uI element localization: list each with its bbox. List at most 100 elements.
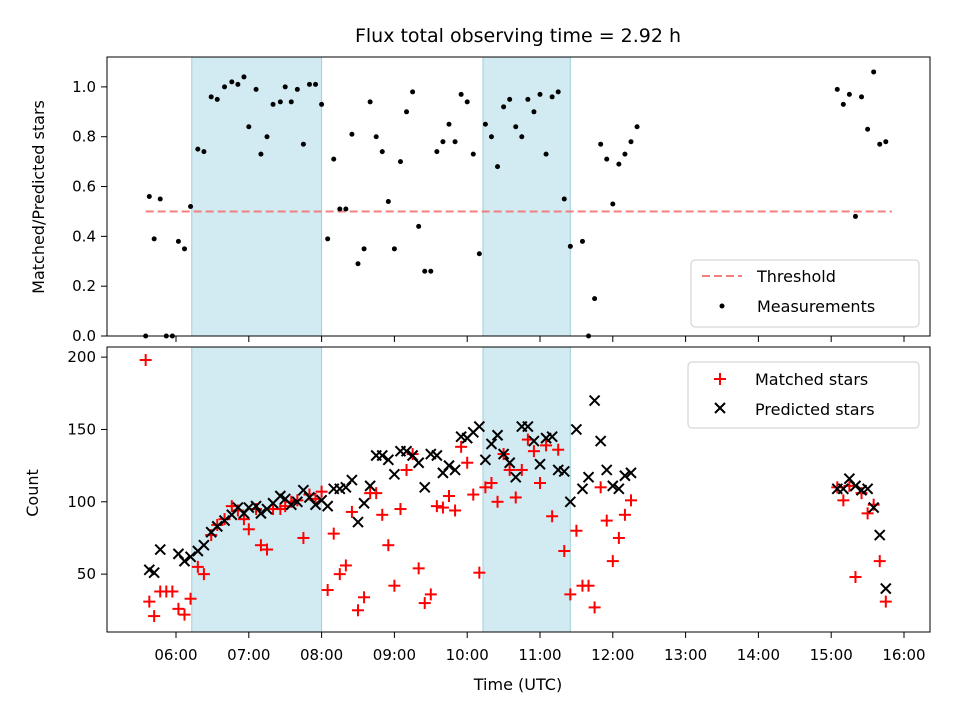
matched-point: [400, 463, 413, 476]
predicted-point: [285, 498, 297, 511]
observing-window-span: [482, 56, 571, 337]
predicted-point: [491, 429, 504, 441]
predicted-point: [431, 449, 443, 462]
measurement-point: [507, 96, 513, 102]
predicted-point: [364, 480, 376, 492]
predicted-point: [564, 496, 577, 508]
measurement-point: [883, 139, 889, 145]
measurement-point: [208, 94, 214, 100]
predicted-point: [218, 514, 231, 527]
matched-point: [612, 531, 625, 544]
observing-window-span: [191, 56, 323, 337]
measurement-point: [264, 134, 270, 140]
observing-window-span: [482, 346, 571, 633]
matched-point: [345, 505, 358, 518]
predicted-point: [861, 483, 874, 495]
matched-point: [297, 531, 310, 544]
predicted-point: [570, 423, 583, 436]
x-tick-label: 10:00: [446, 646, 489, 664]
measurement-point: [214, 96, 220, 102]
predicted-point: [184, 551, 197, 563]
matched-point: [861, 507, 874, 520]
predicted-point: [291, 496, 304, 508]
measurement-point: [337, 206, 343, 212]
count-plot-frame: [106, 346, 931, 633]
x-tick-label: 08:00: [300, 646, 343, 664]
matched-point: [594, 481, 607, 494]
y-tick-label: 100: [67, 493, 96, 511]
matched-point: [552, 443, 565, 456]
x-tick-label: 13:00: [664, 646, 707, 664]
predicted-point: [510, 471, 522, 483]
predicted-legend-label: Predicted stars: [755, 400, 875, 419]
predicted-point: [619, 470, 631, 482]
measurement-point: [482, 121, 488, 127]
measurement-point: [246, 124, 252, 130]
measurement-point: [446, 121, 452, 127]
measurement-point: [151, 236, 157, 242]
matched-point: [443, 490, 455, 503]
measurement-point: [313, 81, 319, 87]
matched-point: [191, 560, 204, 573]
matched-point: [515, 463, 528, 476]
y-tick-label: 0.8: [72, 128, 96, 146]
matched-point: [388, 579, 401, 592]
predicted-point: [255, 507, 267, 520]
matched-point: [503, 463, 516, 476]
measurement-point: [488, 134, 494, 140]
count-legend: Matched stars Predicted stars: [687, 361, 920, 429]
measurement-point: [555, 89, 561, 95]
predicted-point: [309, 498, 322, 511]
y-tick-label: 200: [67, 348, 96, 366]
measurement-point: [513, 124, 519, 130]
predicted-point: [607, 480, 619, 492]
measurement-point: [440, 139, 446, 145]
predicted-point: [449, 464, 461, 476]
predicted-point: [625, 467, 637, 479]
measurement-point: [379, 149, 385, 155]
matched-legend-marker: [714, 373, 726, 385]
matched-point: [291, 494, 304, 507]
matched-point: [546, 510, 559, 523]
predicted-point: [321, 500, 334, 512]
predicted-point: [849, 480, 862, 492]
matched-point: [148, 610, 161, 623]
measurement-point: [592, 296, 598, 302]
x-axis-label: Time (UTC): [473, 675, 562, 694]
predicted-point: [154, 543, 166, 556]
predicted-point: [528, 435, 540, 447]
measurement-point: [865, 126, 871, 132]
matched-legend-label: Matched stars: [755, 370, 868, 389]
measurement-point: [422, 268, 428, 274]
measurement-point: [834, 86, 840, 92]
matched-point: [315, 485, 328, 498]
matched-point: [540, 439, 553, 452]
predicted-point: [867, 501, 880, 514]
measurement-point: [288, 99, 294, 105]
matched-point: [184, 592, 197, 605]
predicted-point: [522, 420, 534, 433]
predicted-point: [388, 468, 401, 481]
matched-point: [333, 568, 346, 581]
predicted-point: [148, 566, 160, 579]
measurement-point: [434, 149, 440, 155]
x-tick-label: 12:00: [591, 646, 634, 664]
predicted-point: [419, 481, 431, 494]
predicted-point: [473, 420, 486, 433]
measurement-point: [355, 261, 361, 267]
measurement-point: [859, 94, 865, 100]
matched-point: [382, 539, 395, 552]
predicted-point: [880, 582, 892, 595]
measurement-point: [146, 194, 152, 199]
predicted-point: [382, 454, 395, 466]
measurement-point: [616, 161, 622, 167]
measurement-point: [294, 86, 300, 92]
measurement-point: [579, 238, 585, 244]
measurement-point: [543, 151, 549, 157]
matched-point: [242, 523, 255, 536]
measurement-point: [397, 159, 403, 165]
predicted-point: [582, 471, 595, 483]
matched-point: [849, 571, 862, 584]
measurement-point: [598, 141, 604, 147]
matched-point: [461, 456, 474, 469]
